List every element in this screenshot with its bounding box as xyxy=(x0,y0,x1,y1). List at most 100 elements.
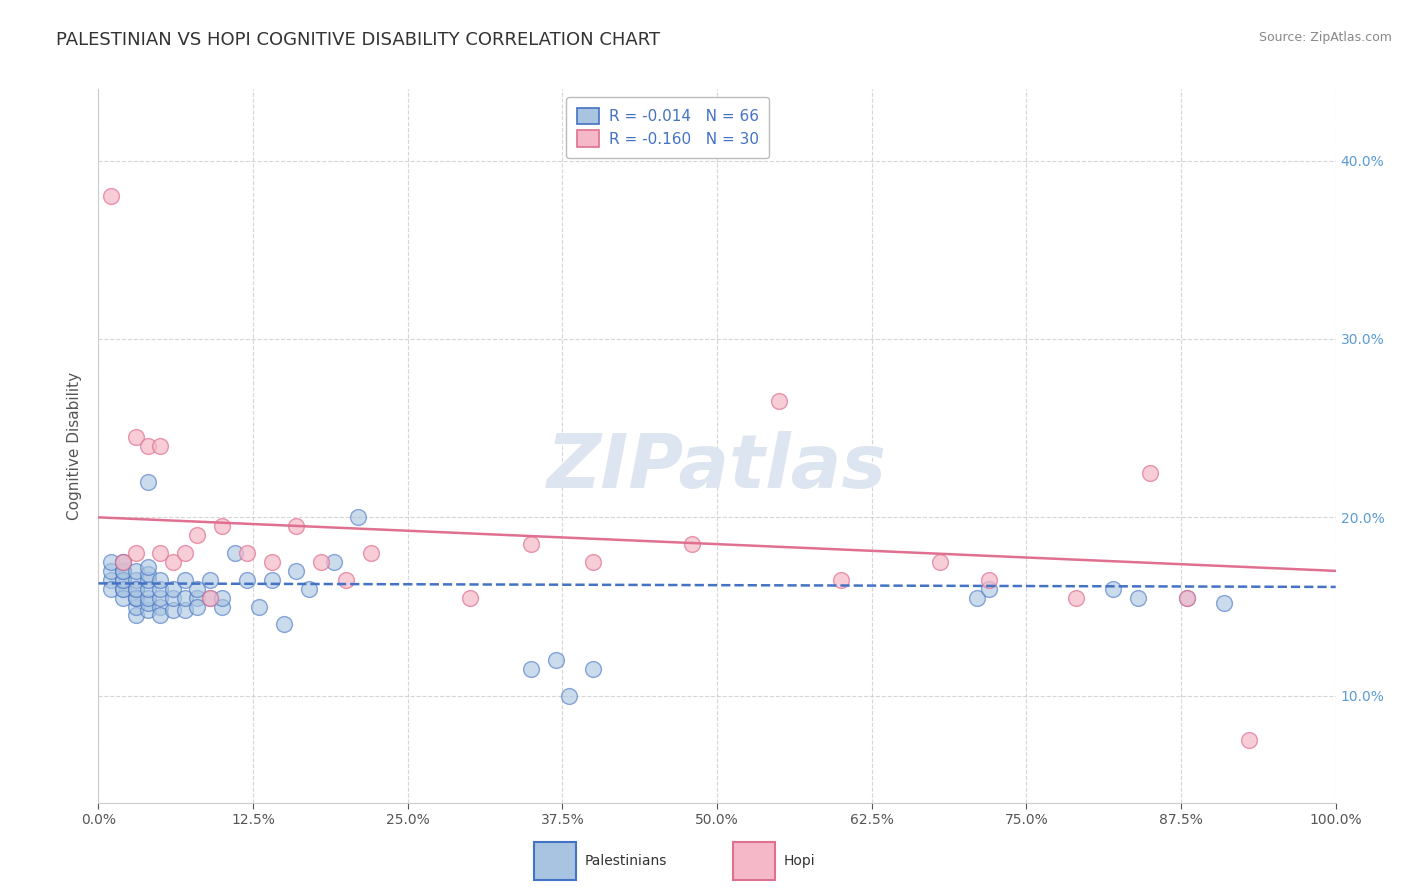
Point xyxy=(260,573,283,587)
Point xyxy=(136,567,159,582)
Point xyxy=(198,573,221,587)
Point xyxy=(124,591,146,605)
Point xyxy=(149,439,172,453)
Point xyxy=(186,582,208,596)
Point xyxy=(149,573,172,587)
Point xyxy=(236,573,259,587)
Point xyxy=(149,582,172,596)
Point xyxy=(136,582,159,596)
Point xyxy=(124,582,146,596)
Point xyxy=(557,689,579,703)
Point xyxy=(112,573,135,587)
Point xyxy=(1213,596,1236,610)
Point xyxy=(136,596,159,610)
Point xyxy=(1175,591,1198,605)
Point xyxy=(100,573,122,587)
Point xyxy=(979,582,1001,596)
Point xyxy=(112,555,135,569)
Point xyxy=(124,430,146,444)
Point xyxy=(1064,591,1087,605)
Point xyxy=(112,555,135,569)
Point xyxy=(149,591,172,605)
Point xyxy=(198,591,221,605)
Point xyxy=(136,603,159,617)
Point xyxy=(273,617,295,632)
Point xyxy=(928,555,950,569)
Point xyxy=(247,599,270,614)
Point xyxy=(285,564,308,578)
Point xyxy=(162,603,184,617)
Text: Hopi: Hopi xyxy=(783,854,814,868)
Point xyxy=(124,564,146,578)
Point xyxy=(211,591,233,605)
Point xyxy=(211,599,233,614)
Point xyxy=(136,573,159,587)
Point xyxy=(100,582,122,596)
Text: PALESTINIAN VS HOPI COGNITIVE DISABILITY CORRELATION CHART: PALESTINIAN VS HOPI COGNITIVE DISABILITY… xyxy=(56,31,661,49)
Point xyxy=(224,546,246,560)
Point xyxy=(309,555,332,569)
Point xyxy=(124,582,146,596)
Point xyxy=(211,519,233,533)
Point xyxy=(174,573,197,587)
Point xyxy=(198,591,221,605)
Point xyxy=(285,519,308,533)
Point xyxy=(582,662,605,676)
Point xyxy=(112,555,135,569)
Point xyxy=(186,528,208,542)
Point xyxy=(112,564,135,578)
Point xyxy=(236,546,259,560)
Point xyxy=(966,591,988,605)
Point xyxy=(136,591,159,605)
Point xyxy=(1237,733,1260,747)
Point xyxy=(174,603,197,617)
Point xyxy=(100,189,122,203)
Point xyxy=(186,591,208,605)
Point xyxy=(149,608,172,623)
Y-axis label: Cognitive Disability: Cognitive Disability xyxy=(67,372,83,520)
Point xyxy=(298,582,321,596)
Point xyxy=(979,573,1001,587)
Point xyxy=(149,546,172,560)
Point xyxy=(112,591,135,605)
Point xyxy=(112,582,135,596)
Point xyxy=(830,573,852,587)
Point xyxy=(136,475,159,489)
Point xyxy=(520,537,543,551)
Point xyxy=(124,573,146,587)
Point xyxy=(768,394,790,409)
Point xyxy=(124,608,146,623)
FancyBboxPatch shape xyxy=(733,842,775,880)
Point xyxy=(162,582,184,596)
Point xyxy=(100,564,122,578)
Point xyxy=(458,591,481,605)
Point xyxy=(1126,591,1149,605)
Point xyxy=(124,599,146,614)
Point xyxy=(520,662,543,676)
Text: Palestinians: Palestinians xyxy=(585,854,668,868)
Point xyxy=(112,582,135,596)
Point xyxy=(347,510,370,524)
Text: Source: ZipAtlas.com: Source: ZipAtlas.com xyxy=(1258,31,1392,45)
Point xyxy=(174,591,197,605)
Point xyxy=(1139,466,1161,480)
Point xyxy=(681,537,703,551)
Point xyxy=(360,546,382,560)
Point xyxy=(1102,582,1125,596)
Point xyxy=(186,599,208,614)
Legend: R = -0.014   N = 66, R = -0.160   N = 30: R = -0.014 N = 66, R = -0.160 N = 30 xyxy=(565,97,769,158)
Point xyxy=(124,546,146,560)
Point xyxy=(136,439,159,453)
Point xyxy=(149,599,172,614)
Point xyxy=(322,555,344,569)
Point xyxy=(112,564,135,578)
Point xyxy=(112,573,135,587)
Point xyxy=(162,591,184,605)
Point xyxy=(100,555,122,569)
FancyBboxPatch shape xyxy=(534,842,576,880)
Point xyxy=(162,555,184,569)
Point xyxy=(260,555,283,569)
Point xyxy=(546,653,568,667)
Point xyxy=(1175,591,1198,605)
Point xyxy=(174,546,197,560)
